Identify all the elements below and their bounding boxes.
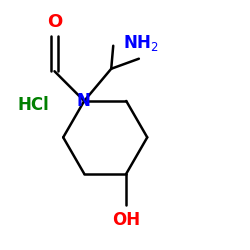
Text: NH$_2$: NH$_2$ <box>123 33 159 53</box>
Text: O: O <box>47 12 62 30</box>
Text: OH: OH <box>112 212 140 230</box>
Text: N: N <box>76 92 90 110</box>
Text: HCl: HCl <box>18 96 50 114</box>
